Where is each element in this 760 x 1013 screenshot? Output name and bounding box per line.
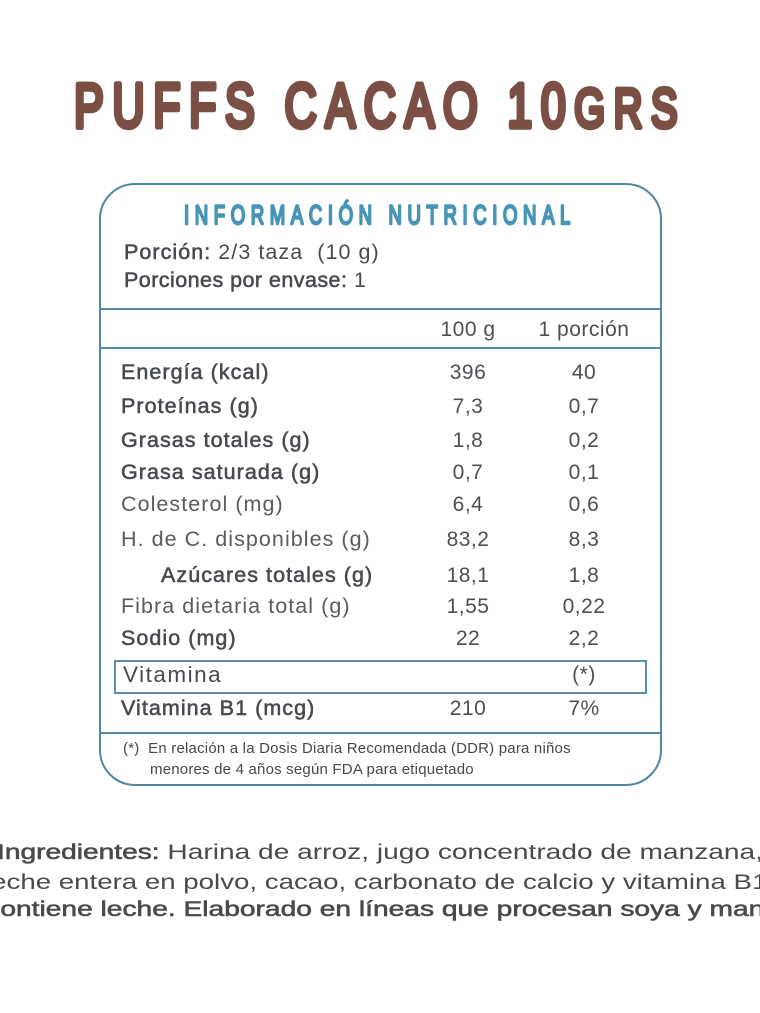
svg-text:PUFFS CACAO 10GRS: PUFFS CACAO 10GRS (74, 72, 686, 141)
svg-text:INFORMACIÓN NUTRICIONAL: INFORMACIÓN NUTRICIONAL (184, 200, 576, 230)
